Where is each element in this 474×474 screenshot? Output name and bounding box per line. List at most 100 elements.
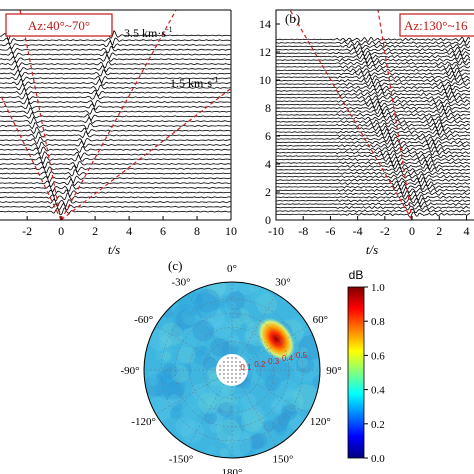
x-tick-label: -4: [353, 224, 363, 238]
seismic-trace: [0, 207, 231, 216]
seismic-trace: [276, 107, 470, 115]
center-dot: [219, 373, 221, 375]
field-blob: [202, 282, 224, 303]
field-blob: [218, 401, 234, 417]
colorbar-tick-label: 0.4: [371, 385, 385, 397]
seismic-trace: [276, 170, 470, 176]
field-blob: [216, 282, 240, 296]
center-dot: [231, 365, 233, 367]
field-blob: [201, 305, 224, 329]
center-dot: [235, 357, 237, 359]
guide-line: [0, 93, 62, 220]
seismic-trace: [276, 128, 470, 135]
azimuth-label: -120°: [131, 416, 156, 428]
field-blob: [208, 380, 228, 400]
seismic-trace: [276, 53, 470, 61]
panel-c-label: (c): [168, 258, 182, 273]
seismic-trace: [0, 45, 231, 55]
seismic-trace: [0, 82, 231, 92]
x-tick-label: 6: [160, 224, 166, 238]
seismic-trace: [276, 183, 470, 190]
field-blob: [274, 423, 288, 436]
seismic-trace: [276, 141, 470, 149]
field-blob: [245, 318, 254, 328]
field-blob: [240, 409, 264, 432]
panel-c-center-dots: [219, 357, 245, 383]
field-blob: [175, 356, 186, 367]
azimuth-label: 120°: [310, 416, 331, 428]
center-dot: [219, 369, 221, 371]
center-dot: [231, 369, 233, 371]
panel-a-xticks: -2 0 2 4 6 8 10: [22, 216, 237, 238]
field-blob: [219, 448, 229, 457]
panel-b-az-box: [399, 13, 474, 37]
seismic-trace: [0, 39, 231, 50]
seismic-trace: [0, 126, 231, 135]
guide-line: [60, 10, 177, 220]
field-blob: [181, 308, 199, 326]
panel-a-speed-slow: 1.5 km·s-1: [170, 75, 219, 90]
panel-b-traces: [276, 36, 470, 219]
field-blob: [277, 413, 290, 426]
panel-a-az-label: Az:40°~70°: [28, 18, 90, 33]
seismic-trace: [276, 159, 470, 168]
radial-label: 0.3: [268, 357, 280, 366]
colorbar-tick-label: 0.2: [371, 419, 385, 431]
panel-c-grid: [144, 282, 320, 458]
field-blob: [243, 329, 259, 345]
y-tick-label: 0: [265, 213, 271, 227]
field-blob: [191, 345, 211, 365]
field-blob: [256, 293, 278, 315]
seismic-trace: [276, 67, 470, 74]
center-dot: [235, 365, 237, 367]
azimuth-label: 90°: [326, 365, 341, 377]
radial-label: 0.1: [240, 363, 252, 372]
guide-line: [377, 10, 413, 220]
field-blob: [246, 340, 261, 355]
field-blob: [213, 320, 232, 339]
seismic-trace: [0, 192, 231, 202]
field-blob: [246, 365, 266, 385]
seismic-trace: [276, 166, 470, 173]
panel-c-outline: [143, 281, 321, 459]
panel-b-xticks: -10 -8 -6 -4 -2 0 2 4: [268, 216, 469, 238]
center-dot: [223, 377, 225, 379]
seismic-trace: [0, 151, 231, 160]
colorbar-title: dB: [349, 268, 364, 282]
panel-a-az-box: [5, 13, 113, 37]
field-blob: [160, 367, 182, 388]
center-dot: [235, 373, 237, 375]
seismic-trace: [276, 186, 470, 194]
seismic-trace: [276, 135, 470, 142]
azimuth-grid-line: [231, 369, 309, 415]
center-dot: [231, 373, 233, 375]
seismic-trace: [276, 208, 470, 215]
field-blob: [295, 355, 315, 374]
panel-c-az-labels: 0° 30° 60° 90° 120° 150° 180° -150° -120° -90° -60…: [120, 263, 341, 474]
seismic-trace: [276, 124, 470, 132]
seismic-trace: [0, 169, 231, 179]
field-blob: [158, 335, 172, 349]
center-dot: [227, 361, 229, 363]
azimuth-grid-line: [231, 369, 277, 447]
field-blob: [183, 403, 201, 421]
center-dot: [223, 365, 225, 367]
field-blob: [148, 375, 160, 387]
field-blob: [206, 445, 217, 456]
field-blob: [233, 308, 250, 324]
seismic-trace: [276, 190, 470, 197]
field-blob: [221, 413, 246, 437]
field-blob: [272, 415, 289, 433]
field-blob: [224, 300, 237, 314]
seismic-trace: [276, 64, 470, 70]
panel-b-label: (b): [285, 11, 300, 26]
center-dot: [231, 361, 233, 363]
seismic-trace: [276, 87, 470, 94]
seismic-trace: [276, 70, 470, 78]
field-blob: [239, 439, 257, 457]
azimuth-label: -90°: [120, 365, 139, 377]
seismic-trace: [0, 96, 231, 107]
y-tick-label: 10: [259, 73, 271, 87]
field-blob: [270, 397, 287, 414]
field-blob: [191, 293, 208, 310]
